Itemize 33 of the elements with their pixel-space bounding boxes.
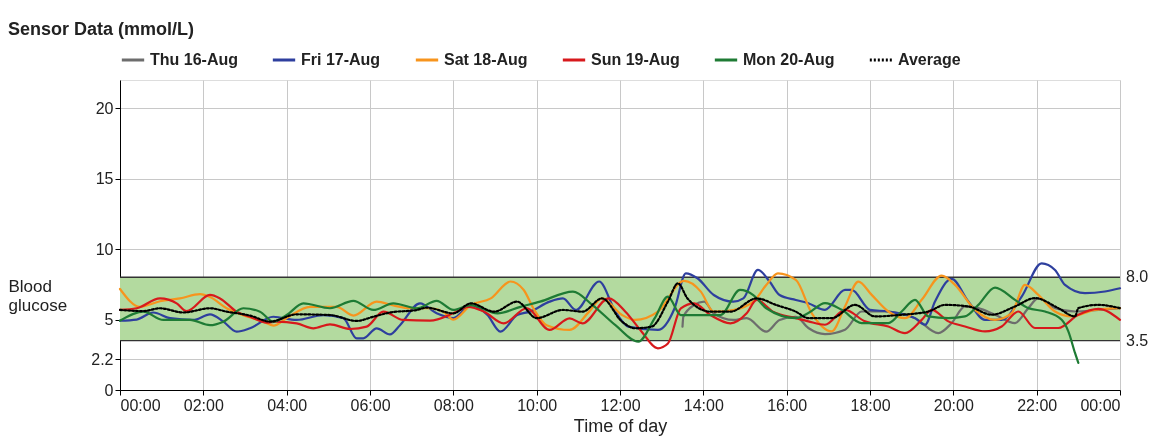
x-tick-label: 12:00 <box>600 396 641 414</box>
x-tick-label: 04:00 <box>267 396 308 414</box>
x-tick-label: 06:00 <box>350 396 391 414</box>
line-series <box>118 262 1122 340</box>
y-tick-label: 0 <box>104 381 114 399</box>
x-tick-label: 16:00 <box>767 396 808 414</box>
ref-line-label: 8.0 <box>1126 268 1149 286</box>
legend-label: Mon 20-Aug <box>743 51 835 68</box>
y-tick-label: 10 <box>95 240 114 258</box>
x-axis-title: Time of day <box>573 415 668 436</box>
line-series <box>118 282 1122 330</box>
legend-label: Sat 18-Aug <box>444 51 528 68</box>
x-tick-label: 22:00 <box>1017 396 1058 414</box>
y-tick-label: 2.2 <box>91 350 114 368</box>
x-tick-label: 00:00 <box>1080 396 1121 414</box>
y-tick-label: 15 <box>95 170 114 188</box>
line-series <box>118 286 1080 365</box>
legend-label: Average <box>898 51 961 68</box>
y-tick-label: 5 <box>104 311 114 329</box>
y-tick-label: 20 <box>95 99 114 117</box>
ref-line-label: 3.5 <box>1126 331 1149 349</box>
legend-label: Fri 17-Aug <box>301 51 381 68</box>
chart-title: Sensor Data (mmol/L) <box>8 19 195 39</box>
x-tick-label: 14:00 <box>683 396 724 414</box>
y-axis-title: Blood glucose <box>8 276 68 315</box>
legend-label: Thu 16-Aug <box>150 51 238 68</box>
x-tick-label: 00:00 <box>120 396 161 414</box>
x-tick-label: 08:00 <box>433 396 474 414</box>
x-tick-label: 02:00 <box>183 396 224 414</box>
x-tick-label: 18:00 <box>850 396 891 414</box>
x-tick-label: 20:00 <box>933 396 974 414</box>
x-tick-label: 10:00 <box>517 396 558 414</box>
legend-label: Sun 19-Aug <box>591 51 680 68</box>
